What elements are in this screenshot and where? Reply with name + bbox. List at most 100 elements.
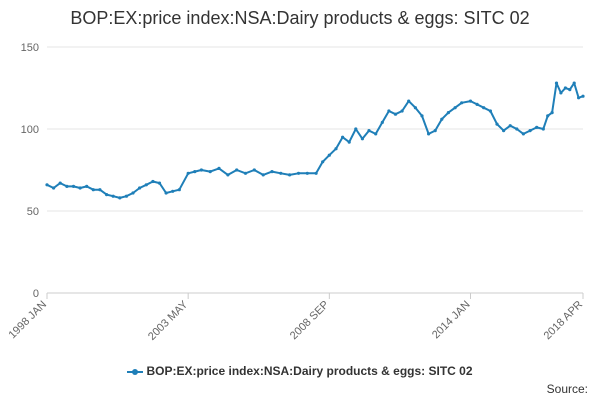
data-point: [407, 99, 411, 103]
data-point: [270, 170, 274, 174]
data-point: [314, 171, 318, 175]
chart-title: BOP:EX:price index:NSA:Dairy products & …: [70, 8, 530, 28]
grid-lines: [47, 46, 583, 212]
data-point: [58, 181, 62, 185]
data-point: [193, 170, 197, 174]
x-tick-label: 2003 MAY: [146, 298, 191, 343]
data-point: [124, 194, 128, 198]
data-point: [475, 102, 479, 106]
y-axis-ticks: 0 50 100 150: [21, 42, 39, 300]
data-point: [131, 191, 135, 195]
data-point: [208, 170, 212, 174]
data-point: [541, 127, 545, 131]
data-point: [98, 188, 102, 192]
data-point: [515, 127, 519, 131]
data-point: [171, 189, 175, 193]
data-point: [508, 124, 512, 128]
data-point: [400, 109, 404, 113]
data-point: [563, 86, 568, 90]
data-point: [288, 173, 292, 177]
data-point: [360, 137, 364, 141]
data-point: [393, 112, 398, 116]
data-point: [354, 127, 358, 131]
x-tick-label: 2008 SEP: [288, 299, 332, 343]
data-point: [164, 191, 168, 195]
data-point: [186, 171, 190, 175]
data-point: [85, 184, 89, 188]
data-point: [105, 193, 109, 197]
series-layer: [45, 81, 585, 200]
data-point: [433, 129, 437, 133]
data-point: [446, 111, 450, 115]
data-point: [296, 171, 301, 175]
data-point: [45, 183, 49, 187]
data-point: [199, 168, 203, 172]
data-point: [235, 168, 239, 172]
data-point: [111, 194, 115, 198]
data-point: [468, 99, 473, 103]
y-tick-label: 0: [33, 288, 39, 300]
data-point: [305, 171, 309, 175]
source-label: Source:: [546, 382, 588, 396]
data-point: [217, 166, 221, 170]
data-point: [488, 109, 492, 113]
data-point: [413, 106, 417, 110]
data-point: [528, 129, 532, 133]
series-line: [46, 82, 584, 199]
data-point: [374, 132, 378, 136]
data-point: [347, 140, 351, 144]
data-point: [118, 196, 122, 200]
data-point: [453, 106, 457, 110]
data-point: [252, 168, 256, 172]
data-point: [502, 129, 506, 133]
data-point: [243, 171, 248, 175]
y-tick-label: 50: [27, 206, 39, 218]
data-point: [577, 96, 581, 100]
data-point: [226, 173, 230, 177]
legend-swatch: [127, 368, 144, 375]
data-point: [387, 109, 391, 113]
data-point: [460, 101, 464, 105]
data-point: [341, 135, 345, 139]
data-point: [91, 188, 95, 192]
data-point: [427, 132, 431, 136]
data-point: [521, 132, 526, 136]
data-point: [279, 171, 283, 175]
x-axis: 1998 JAN 2003 MAY 2008 SEP 2014 JAN 2018 APR: [6, 292, 586, 343]
legend-label: BOP:EX:price index:NSA:Dairy products & …: [146, 364, 473, 378]
data-point: [440, 117, 444, 121]
data-point: [482, 106, 486, 110]
data-point: [367, 129, 371, 133]
x-tick-label: 1998 JAN: [6, 299, 49, 342]
data-point: [581, 94, 585, 98]
y-tick-label: 100: [21, 124, 39, 136]
data-point: [554, 81, 559, 85]
data-point: [157, 181, 162, 185]
x-tick-label: 2018 APR: [542, 299, 586, 343]
data-point: [495, 122, 499, 126]
data-point: [78, 186, 82, 190]
data-point: [572, 81, 576, 85]
data-point: [559, 91, 563, 95]
data-point: [52, 186, 56, 190]
data-point: [550, 111, 554, 115]
data-point: [334, 147, 338, 151]
data-point: [144, 183, 148, 187]
data-point: [535, 125, 539, 129]
x-tick-label: 2014 JAN: [430, 299, 473, 342]
data-point: [420, 114, 424, 118]
data-point: [380, 120, 384, 124]
data-point: [177, 188, 181, 192]
data-point: [71, 184, 76, 188]
y-tick-label: 150: [21, 42, 39, 54]
legend[interactable]: BOP:EX:price index:NSA:Dairy products & …: [0, 364, 600, 378]
data-point: [138, 186, 142, 190]
data-point: [568, 88, 572, 92]
data-point: [546, 114, 550, 118]
data-point: [327, 153, 331, 157]
data-point: [261, 173, 265, 177]
data-point: [151, 179, 155, 184]
data-point: [321, 160, 325, 164]
data-point: [65, 184, 69, 188]
